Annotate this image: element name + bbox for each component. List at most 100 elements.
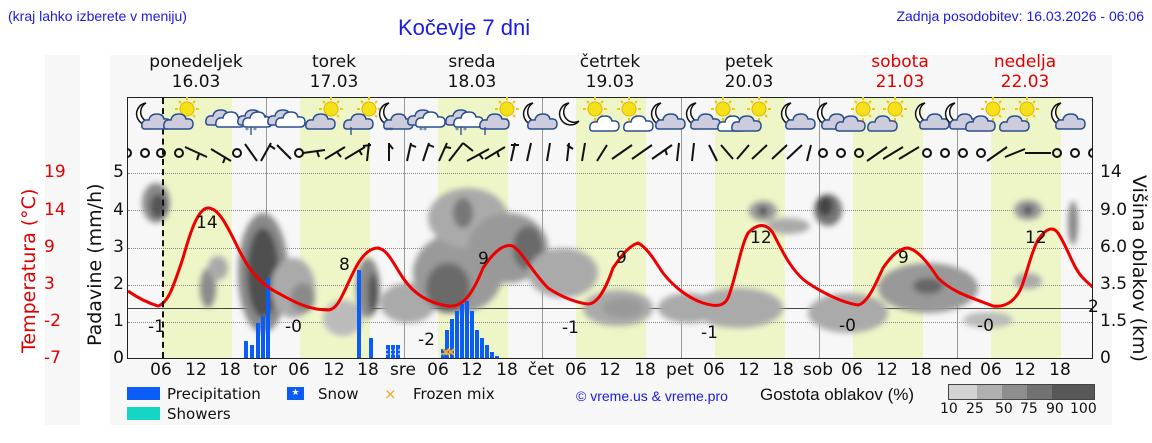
x-tick: 18 <box>219 360 241 380</box>
day-label-fri: petek 20.03 <box>724 52 774 92</box>
x-tick: 06 <box>841 360 863 380</box>
x-tick: 06 <box>703 360 725 380</box>
x-tick: 06 <box>565 360 587 380</box>
cloud-density-layer <box>142 183 1078 336</box>
temp-label: 9 <box>478 249 489 269</box>
svg-text:‖: ‖ <box>349 126 353 135</box>
temp-label: -0 <box>839 316 856 336</box>
location-hint-link[interactable]: (kraj lahko izberete v meniju) <box>8 8 187 24</box>
temp-label: -2 <box>418 330 435 350</box>
frozen-mix-icon: × <box>384 385 397 403</box>
cloud-height-tick: 3.5 <box>1100 274 1128 294</box>
x-tick: 18 <box>357 360 379 380</box>
temp-tick: -7 <box>44 348 61 368</box>
temp-label: -1 <box>148 317 165 337</box>
showers-swatch <box>127 407 160 420</box>
temp-tick: 14 <box>44 200 66 220</box>
day-label-sat: sobota 21.03 <box>871 52 929 92</box>
day-label-tue: torek 17.03 <box>309 52 359 92</box>
density-scale-50 <box>1002 384 1027 400</box>
temperature-axis-label: Temperatura (°C) <box>18 188 40 353</box>
reference-line-label: 2 <box>1088 297 1099 317</box>
density-tick: 10 <box>940 401 958 417</box>
precip-tick: 3 <box>113 237 124 257</box>
cloud-height-tick: 1.5 <box>1100 311 1128 331</box>
x-tick: 06 <box>288 360 310 380</box>
density-scale-25 <box>977 384 1002 400</box>
precip-tick: 5 <box>113 162 124 182</box>
precip-axis-label: Padavine (mm/h) <box>84 183 106 346</box>
cloud-density-title: Gostota oblakov (%) <box>760 385 915 404</box>
precipitation-swatch <box>127 387 160 400</box>
x-tick: 18 <box>496 360 518 380</box>
temp-label: 9 <box>898 248 909 268</box>
density-scale-90 <box>1052 384 1095 400</box>
temp-label: 8 <box>339 255 350 275</box>
day-label-sun: nedelja 22.03 <box>993 52 1057 92</box>
temp-label: 14 <box>196 213 218 233</box>
density-tick: 25 <box>966 401 984 417</box>
temperature-axis-panel <box>45 55 80 425</box>
temperature-line <box>128 206 1092 312</box>
legend-showers: Showers <box>167 405 231 423</box>
temp-tick: -2 <box>44 311 61 331</box>
day-label-thu: četrtek 19.03 <box>579 52 641 92</box>
precip-tick: 4 <box>113 200 124 220</box>
cloud-height-tick: 14 <box>1100 162 1122 182</box>
temp-label: 9 <box>616 248 627 268</box>
temp-tick: 9 <box>44 237 55 257</box>
x-tick: 12 <box>876 360 898 380</box>
svg-text:*‖*: *‖* <box>245 126 257 135</box>
precip-tick: 1 <box>113 311 124 331</box>
temp-label: -0 <box>977 316 994 336</box>
day-label-wed: sreda 18.03 <box>447 52 497 92</box>
x-tick: ned <box>939 360 973 380</box>
temp-label: 12 <box>1025 228 1047 248</box>
density-scale-75 <box>1027 384 1052 400</box>
svg-text:*‖*: *‖* <box>455 126 467 135</box>
x-tick: 12 <box>185 360 207 380</box>
svg-text:**: ** <box>385 126 393 135</box>
x-tick: čet <box>527 360 555 380</box>
x-tick: 18 <box>1049 360 1071 380</box>
density-scale-10 <box>948 384 978 400</box>
wind-barbs <box>127 142 1093 164</box>
x-tick: 06 <box>980 360 1002 380</box>
temp-tick: 3 <box>44 274 55 294</box>
x-tick: pet <box>666 360 694 380</box>
x-tick: 18 <box>634 360 656 380</box>
density-tick: 50 <box>995 401 1013 417</box>
weather-icons-row: *‖* ‖ ** ** *‖* ‖ <box>127 97 1093 164</box>
x-tick: 12 <box>738 360 760 380</box>
precip-tick: 0 <box>113 348 124 368</box>
x-tick: sob <box>802 360 834 380</box>
svg-text:‖: ‖ <box>483 126 487 135</box>
x-tick: 06 <box>150 360 172 380</box>
x-tick: 18 <box>772 360 794 380</box>
temp-label: -1 <box>562 318 579 338</box>
x-tick: 12 <box>461 360 483 380</box>
day-label-mon: ponedeljek 16.03 <box>149 52 243 92</box>
current-time-marker <box>162 98 164 358</box>
temp-label: -0 <box>285 317 302 337</box>
snow-markers <box>386 349 448 355</box>
chart-svg <box>128 183 1092 358</box>
x-tick: 12 <box>599 360 621 380</box>
density-tick: 90 <box>1046 401 1064 417</box>
snow-icon: ★ <box>287 387 304 400</box>
cloud-height-tick: 0 <box>1100 348 1111 368</box>
x-tick: 06 <box>427 360 449 380</box>
legend-precipitation: Precipitation <box>167 385 261 403</box>
temp-label: -1 <box>701 323 718 343</box>
svg-text:**: ** <box>419 126 427 135</box>
copyright-link[interactable]: © vreme.us & vreme.pro <box>576 388 728 404</box>
precip-tick: 2 <box>113 274 124 294</box>
x-tick: sre <box>390 360 416 380</box>
page-title: Kočevje 7 dni <box>398 15 531 40</box>
legend-snow: Snow <box>318 385 359 403</box>
cloud-height-tick: 6.0 <box>1100 237 1128 257</box>
precipitation-bars <box>244 270 499 358</box>
plot-area: 14 -1 -0 8 -2 9 -1 9 -1 12 -0 9 -0 12 <box>127 97 1093 359</box>
legend-frozen-mix: Frozen mix <box>413 385 495 403</box>
density-tick: 75 <box>1020 401 1038 417</box>
